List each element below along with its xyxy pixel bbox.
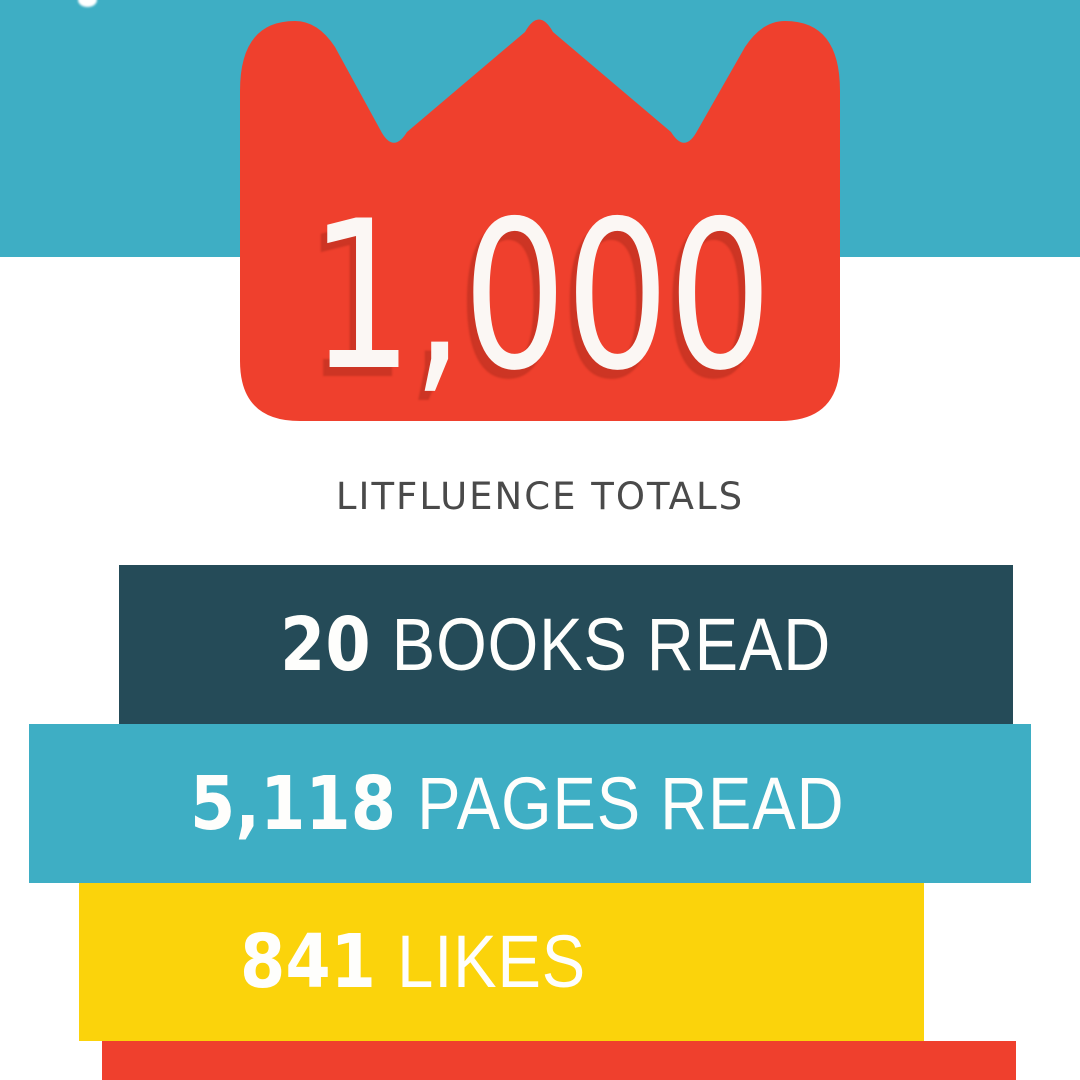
stat-bar-likes: 841 LIKES: [79, 883, 924, 1041]
cutoff-icon-fragment: [78, 0, 97, 7]
stat-text: 20 BOOKS READ: [119, 607, 831, 682]
stat-text: 5,118 PAGES READ: [29, 766, 845, 841]
stat-label: LIKES: [397, 920, 587, 1003]
stat-value: 841: [240, 919, 376, 1005]
stat-label: PAGES READ: [417, 761, 845, 845]
section-title: LITFLUENCE TOTALS: [335, 475, 745, 518]
stat-bar-pages-read: 5,118 PAGES READ: [29, 724, 1031, 883]
crown-total-value: 1,000: [309, 178, 772, 416]
stat-label: BOOKS READ: [391, 602, 832, 686]
stat-value: 5,118: [190, 760, 397, 847]
stat-text: 841 LIKES: [79, 925, 586, 1000]
stat-bar-books-read: 20 BOOKS READ: [119, 565, 1013, 724]
stat-bar-partial: [102, 1041, 1016, 1080]
crown-icon: [240, 19, 840, 421]
stat-value: 20: [280, 601, 371, 688]
crown-badge: 1,000: [240, 13, 840, 421]
